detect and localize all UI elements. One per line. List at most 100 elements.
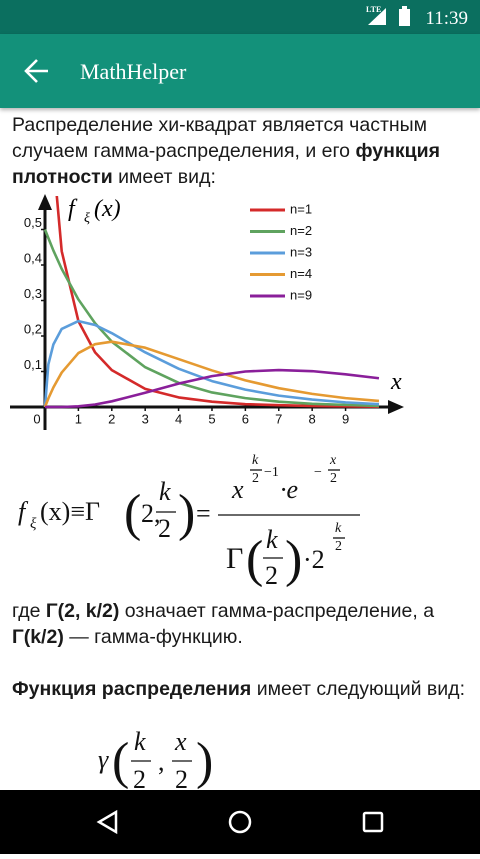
paren: ( bbox=[246, 531, 263, 588]
y-tick-label: 0,2 bbox=[24, 321, 42, 336]
gamma-lower: γ bbox=[98, 745, 109, 774]
legend-label: n=1 bbox=[290, 201, 312, 216]
x-axis-label: x bbox=[390, 369, 402, 395]
two: 2 bbox=[265, 561, 278, 590]
e: ·e bbox=[280, 475, 298, 504]
comma: , bbox=[158, 747, 165, 776]
y-axis-arrow bbox=[38, 194, 52, 210]
x-tick-label: 3 bbox=[142, 411, 149, 426]
y-tick-label: 0,5 bbox=[24, 215, 42, 230]
text: означает гамма-распределение, а bbox=[119, 600, 435, 622]
fraction-bars bbox=[156, 469, 360, 559]
x-tick-label: 0 bbox=[33, 411, 40, 426]
paren: ( bbox=[124, 485, 141, 542]
series-line bbox=[43, 229, 380, 408]
legend-label: n=9 bbox=[290, 287, 312, 302]
density-formula: f ξ (x)≡Γ ( 2, k 2 ) = x k 2 −1 ·e − x 2… bbox=[18, 453, 360, 590]
intro-paragraph: Распределение хи-квадрат является частны… bbox=[12, 112, 472, 190]
app-title: MathHelper bbox=[80, 59, 187, 84]
battery-tip bbox=[402, 6, 407, 9]
two: 2 bbox=[158, 514, 171, 543]
two: 2 bbox=[133, 765, 146, 794]
paren: ) bbox=[285, 531, 302, 588]
xi: ξ bbox=[30, 516, 37, 532]
clock: 11:39 bbox=[425, 8, 468, 29]
f: f bbox=[18, 497, 29, 526]
x-tick-label: 5 bbox=[208, 411, 215, 426]
x-tick-label: 6 bbox=[242, 411, 249, 426]
bold-text: Функция распределения bbox=[12, 678, 252, 700]
minus-one: −1 bbox=[264, 465, 279, 480]
recents-nav[interactable] bbox=[362, 811, 384, 833]
text: где bbox=[12, 600, 46, 622]
status-icons: LTE 11:39 bbox=[366, 5, 468, 29]
bold-text: Γ(2, k/2) bbox=[45, 600, 120, 622]
x-tick-label: 1 bbox=[75, 411, 82, 426]
app-bar: MathHelper bbox=[0, 34, 480, 108]
two: 2 bbox=[175, 765, 188, 794]
k: k bbox=[159, 477, 171, 506]
formula-glyphs: f ξ (x)≡Γ ( 2, k 2 ) = x k 2 −1 ·e − x 2… bbox=[18, 453, 342, 590]
legend-label: n=4 bbox=[290, 266, 312, 281]
y-tick-label: 0,1 bbox=[24, 357, 42, 372]
paren: ) bbox=[196, 733, 213, 790]
series-line bbox=[43, 340, 380, 408]
formula-glyphs: γ ( k 2 , x 2 ) bbox=[98, 728, 213, 794]
two: 2 bbox=[330, 471, 337, 486]
x-tick-label: 7 bbox=[275, 411, 282, 426]
x: x bbox=[231, 475, 244, 504]
k: k bbox=[252, 453, 259, 468]
arg: 2, bbox=[141, 499, 161, 528]
text: — гамма-функцию. bbox=[63, 626, 243, 648]
back-button[interactable] bbox=[24, 59, 48, 83]
x-tick-label: 4 bbox=[175, 411, 182, 426]
series-line bbox=[43, 319, 380, 408]
bold-text: функция плотности bbox=[12, 140, 440, 188]
x: x bbox=[174, 728, 187, 756]
x-tick-label: 9 bbox=[342, 411, 349, 426]
lhs: (x)≡Γ bbox=[40, 497, 100, 526]
x-tick-label: 2 bbox=[108, 411, 115, 426]
y-axis-label: f bbox=[68, 196, 78, 222]
bold-text: Γ(k/2) bbox=[12, 626, 64, 648]
x-tick-label: 8 bbox=[309, 411, 316, 426]
signal-icon bbox=[368, 8, 386, 25]
dot-two: ·2 bbox=[303, 545, 325, 574]
cdf-formula: γ ( k 2 , x 2 ) bbox=[98, 728, 213, 794]
series-line bbox=[45, 368, 380, 409]
y-tick-label: 0,3 bbox=[24, 286, 42, 301]
navigation-bar bbox=[0, 790, 480, 854]
x-axis-arrow bbox=[388, 400, 404, 414]
y-axis-label-tail: (x) bbox=[94, 196, 121, 222]
series-line bbox=[55, 196, 379, 408]
k: k bbox=[266, 525, 278, 554]
two: 2 bbox=[335, 539, 342, 554]
paren: ( bbox=[112, 733, 129, 790]
home-nav[interactable] bbox=[228, 810, 252, 834]
text: Распределение хи-квадрат является частны… bbox=[12, 114, 428, 162]
y-tick-label: 0,4 bbox=[24, 250, 42, 265]
legend-label: n=2 bbox=[290, 223, 312, 238]
equals: = bbox=[196, 499, 211, 528]
k: k bbox=[134, 728, 146, 756]
x: x bbox=[329, 453, 337, 468]
gamma-paragraph: где Γ(2, k/2) означает гамма-распределен… bbox=[12, 598, 472, 650]
legend-label: n=3 bbox=[290, 244, 312, 259]
k: k bbox=[335, 521, 342, 536]
status-bar: LTE 11:39 bbox=[0, 0, 480, 34]
nav-icons bbox=[96, 809, 384, 835]
battery-icon bbox=[399, 9, 410, 26]
gamma: Γ bbox=[226, 542, 243, 575]
cdf-paragraph: Функция распределения имеет следующий ви… bbox=[12, 676, 472, 702]
network-type: LTE bbox=[366, 5, 381, 14]
chart: f ξ (x) x 0,1 0,2 0,3 0,4 0,5 0 1 2 3 4 5 6 7 8 9 n=1 n=… bbox=[10, 194, 404, 430]
two: 2 bbox=[252, 471, 259, 486]
minus: − bbox=[314, 465, 322, 480]
text: имеет следующий вид: bbox=[251, 678, 465, 700]
back-nav[interactable] bbox=[96, 809, 118, 835]
app-bar-content: MathHelper bbox=[24, 59, 187, 84]
y-axis-label-sub: ξ bbox=[84, 211, 90, 226]
text: имеет вид: bbox=[112, 166, 216, 188]
paren: ) bbox=[178, 485, 195, 542]
